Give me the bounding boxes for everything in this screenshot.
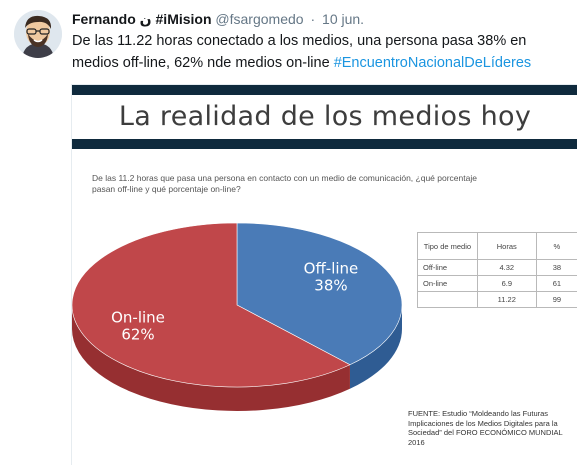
table-row: 11.22 99 — [418, 292, 577, 308]
table-cell: 6.9 — [477, 276, 536, 292]
tweet-header: Fernando ن #iMision @fsargomedo · 10 jun… — [72, 10, 364, 28]
tweet-media-image[interactable]: La realidad de los medios hoy De las 11.… — [71, 84, 577, 465]
table-cell: 38 — [536, 260, 577, 276]
slide-source: FUENTE: Estudio “Moldeando las Futuras I… — [408, 409, 577, 447]
avatar-image — [14, 10, 62, 58]
separator-dot: · — [310, 11, 315, 27]
tweet-date[interactable]: 10 jun. — [322, 11, 364, 27]
table-row: On-line 6.9 61 — [418, 276, 577, 292]
data-table: Tipo de medio Horas % Off-line 4.32 38 O… — [417, 232, 577, 308]
tweet-text: De las 11.22 horas conectado a los medio… — [72, 30, 572, 74]
avatar[interactable] — [14, 10, 62, 58]
author-name[interactable]: Fernando ن #iMision — [72, 11, 212, 27]
table-cell: 61 — [536, 276, 577, 292]
hashtag-link[interactable]: #EncuentroNacionalDeLíderes — [334, 55, 532, 71]
table-header-cell: Horas — [477, 233, 536, 260]
pie-slice-label: On-line — [111, 309, 165, 327]
table-cell: 4.32 — [477, 260, 536, 276]
author-handle[interactable]: @fsargomedo — [215, 11, 303, 27]
table-cell — [418, 292, 478, 308]
table-row: Off-line 4.32 38 — [418, 260, 577, 276]
table-header-cell: Tipo de medio — [418, 233, 478, 260]
table-cell: On-line — [418, 276, 478, 292]
table-cell: 11.22 — [477, 292, 536, 308]
pie-slice-label: Off-line — [304, 259, 359, 277]
pie-slice-value: 62% — [121, 326, 154, 344]
table-header-cell: % — [536, 233, 577, 260]
pie-slice-value: 38% — [314, 276, 347, 294]
table-cell: 99 — [536, 292, 577, 308]
table-cell: Off-line — [418, 260, 478, 276]
table-header-row: Tipo de medio Horas % — [418, 233, 577, 260]
